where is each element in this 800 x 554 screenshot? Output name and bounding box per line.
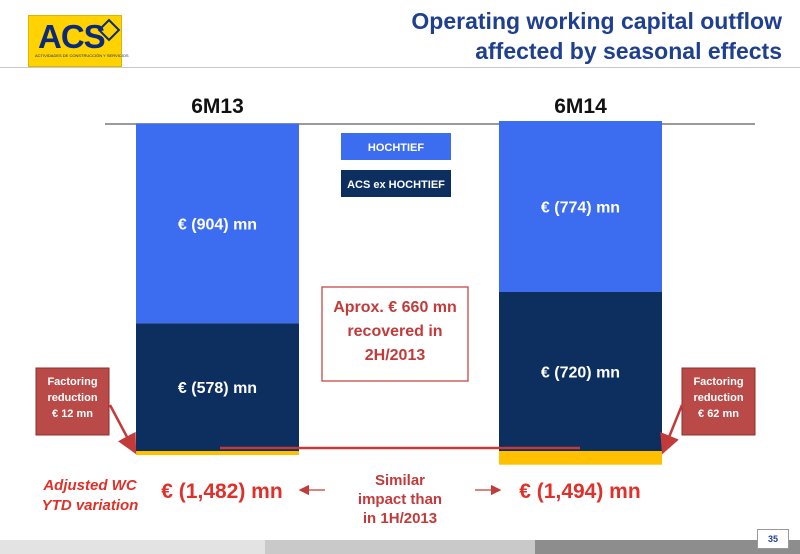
acs-logo: ACS ACTIVIDADES DE CONSTRUCCIÓN Y SERVIC… [28, 15, 129, 67]
total-label-6m13: € (1,482) mn [161, 480, 282, 503]
legend-swatch-acs-ex-hochtief [341, 170, 451, 197]
factoring-callout-text-2: Factoring reduction € 62 mn [693, 376, 743, 420]
legend-label-acs-ex-hochtief: ACS ex HOCHTIEF [347, 179, 445, 191]
factoring-arrow-1 [108, 404, 137, 455]
logo-text: ACS [38, 18, 106, 55]
bar-factoring-6m14 [499, 451, 662, 465]
recovered-callout-box [321, 286, 469, 382]
similar-impact-text: Similar impact than in 1H/2013 [358, 472, 442, 527]
footer-band-light [0, 540, 265, 554]
title-divider [0, 67, 800, 68]
bar-acs-ex-hochtief-6m14 [499, 291, 662, 451]
total-label-6m14: € (1,494) mn [519, 480, 640, 503]
legend-swatch-hochtief [341, 133, 451, 160]
data-label-hochtief-6m13: € (904) mn [178, 216, 257, 233]
factoring-callout-box-1 [35, 367, 110, 436]
data-label-acs-ex-hochtief-6m14: € (720) mn [541, 364, 620, 381]
data-label-hochtief-6m14: € (774) mn [541, 199, 620, 216]
logo-tagline: ACTIVIDADES DE CONSTRUCCIÓN Y SERVICIOS [35, 53, 129, 58]
factoring-callout-box-2 [681, 367, 756, 436]
recovered-callout-text: Aprox. € 660 mn recovered in 2H/2013 [333, 299, 457, 364]
slide-title-line-1: Operating working capital outflow [411, 8, 782, 34]
factoring-callout-text-1: Factoring reduction € 12 mn [47, 376, 97, 420]
footer-band-dark [535, 540, 800, 554]
adjusted-wc-label: Adjusted WC YTD variation [42, 477, 139, 514]
bar-hochtief-6m14 [499, 121, 662, 292]
legend-label-hochtief: HOCHTIEF [368, 142, 425, 154]
data-label-acs-ex-hochtief-6m13: € (578) mn [178, 380, 257, 397]
category-label-6m14: 6M14 [554, 95, 607, 118]
bar-acs-ex-hochtief-6m13 [136, 323, 299, 451]
bar-hochtief-6m13 [136, 123, 299, 324]
bar-factoring-6m13 [136, 451, 299, 455]
factoring-arrow-2 [660, 404, 684, 455]
footer-band-mid [265, 540, 535, 554]
category-label-6m13: 6M13 [191, 95, 244, 118]
page-number: 35 [757, 529, 789, 549]
slide-title-line-2: affected by seasonal effects [475, 38, 782, 64]
slide-title: Operating working capital outflow affect… [262, 6, 782, 66]
